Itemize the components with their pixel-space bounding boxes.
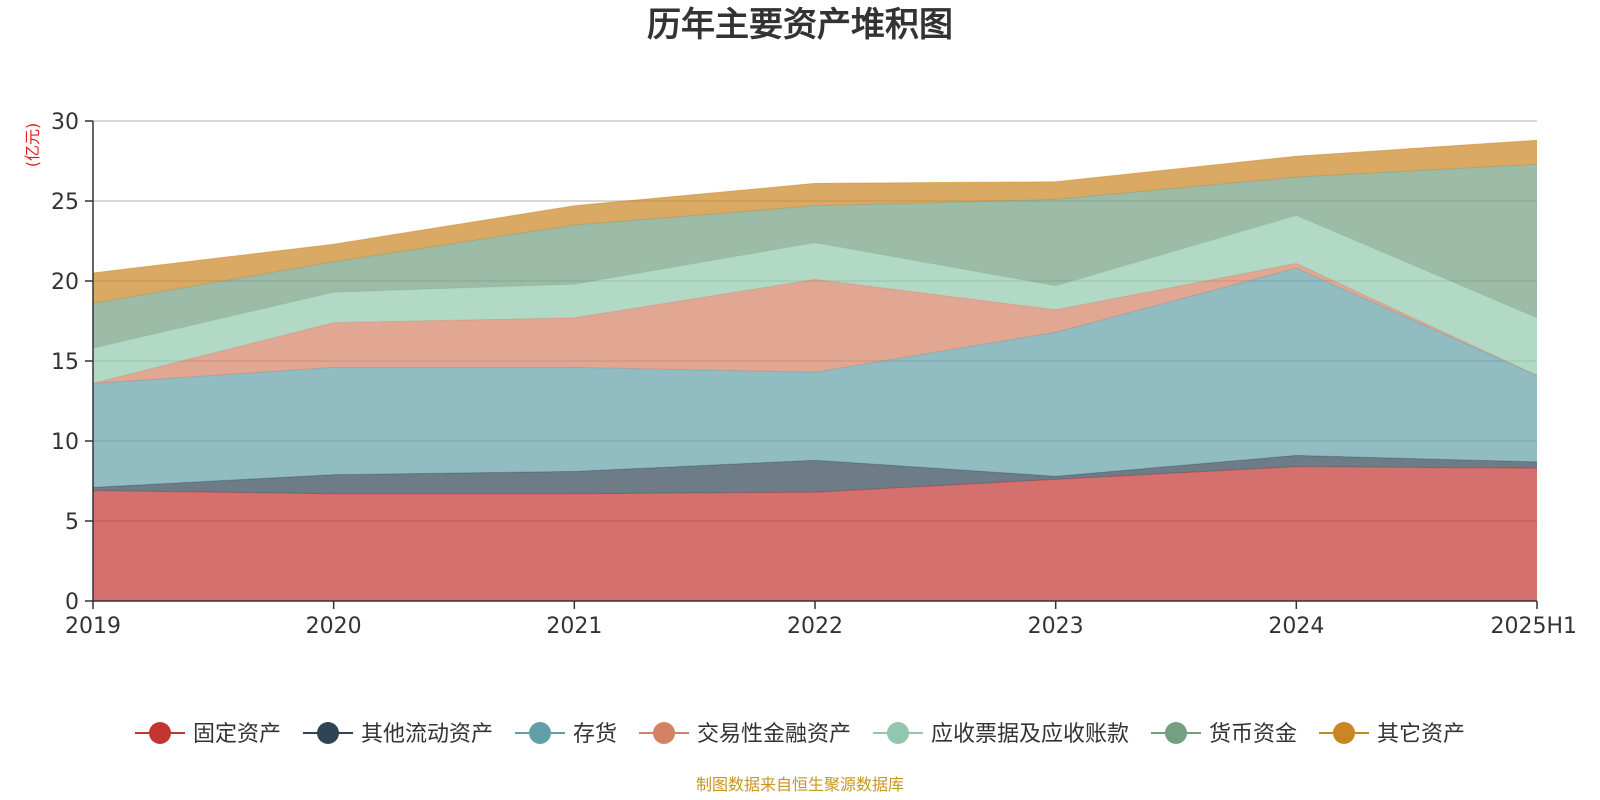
legend-item-5[interactable]: 货币资金 [1151, 722, 1297, 747]
area-series-4 [93, 215, 1537, 384]
legend-dot-icon [653, 722, 675, 744]
legend-label: 其它资产 [1377, 722, 1465, 747]
y-tick-label: 5 [65, 510, 79, 535]
legend-item-1[interactable]: 其他流动资产 [303, 722, 493, 747]
x-tick-label: 2022 [787, 614, 843, 639]
legend-dot-icon [149, 722, 171, 744]
area-series-5 [93, 164, 1537, 349]
y-axis-unit-label: (亿元) [23, 123, 42, 168]
x-tick-label: 2021 [546, 614, 602, 639]
legend-dot-icon [529, 722, 551, 744]
legend-label: 存货 [573, 722, 617, 747]
legend-item-2[interactable]: 存货 [515, 722, 617, 747]
legend-item-0[interactable]: 固定资产 [135, 722, 281, 747]
x-tick-label: 2023 [1028, 614, 1084, 639]
legend-dot-icon [1165, 722, 1187, 744]
x-tick-label: 2020 [306, 614, 362, 639]
legend-label: 交易性金融资产 [697, 722, 851, 747]
chart-title: 历年主要资产堆积图 [647, 5, 953, 45]
area-series-3 [93, 263, 1537, 384]
area-series-6 [93, 140, 1537, 304]
legend-label: 应收票据及应收账款 [931, 722, 1129, 747]
y-tick-label: 30 [51, 110, 79, 135]
legend-dot-icon [1333, 722, 1355, 744]
axes: 0 5 10 15 20 25 30 2019 2020 2021 2022 2023 2024 2025… [51, 110, 1577, 639]
y-tick-label: 10 [51, 430, 79, 455]
area-series-0 [93, 466, 1537, 601]
area-series-line-6 [92, 139, 1538, 274]
legend-item-4[interactable]: 应收票据及应收账款 [873, 722, 1129, 747]
y-tick-label: 20 [51, 270, 79, 295]
y-tick-label: 15 [51, 350, 79, 375]
x-tick-label: 2024 [1268, 614, 1324, 639]
y-tick-label: 25 [51, 190, 79, 215]
legend-item-6[interactable]: 其它资产 [1319, 722, 1465, 747]
area-series-1 [93, 455, 1537, 494]
source-note: 制图数据来自恒生聚源数据库 [696, 775, 904, 794]
legend-dot-icon [887, 722, 909, 744]
area-series-2 [93, 268, 1537, 488]
legend-dot-icon [317, 722, 339, 744]
x-tick-label: 2019 [65, 614, 121, 639]
legend-item-3[interactable]: 交易性金融资产 [639, 722, 851, 747]
y-tick-label: 0 [65, 590, 79, 615]
legend-label: 固定资产 [193, 722, 281, 747]
legend-label: 货币资金 [1209, 722, 1297, 747]
legend-label: 其他流动资产 [361, 722, 493, 747]
area-series-group [92, 139, 1538, 601]
x-tick-label: 2025H1 [1490, 614, 1577, 639]
legend: 固定资产 其他流动资产 存货 交易性金融资产 应收票据及应收账款 货币资金 其它资产 [135, 722, 1465, 747]
